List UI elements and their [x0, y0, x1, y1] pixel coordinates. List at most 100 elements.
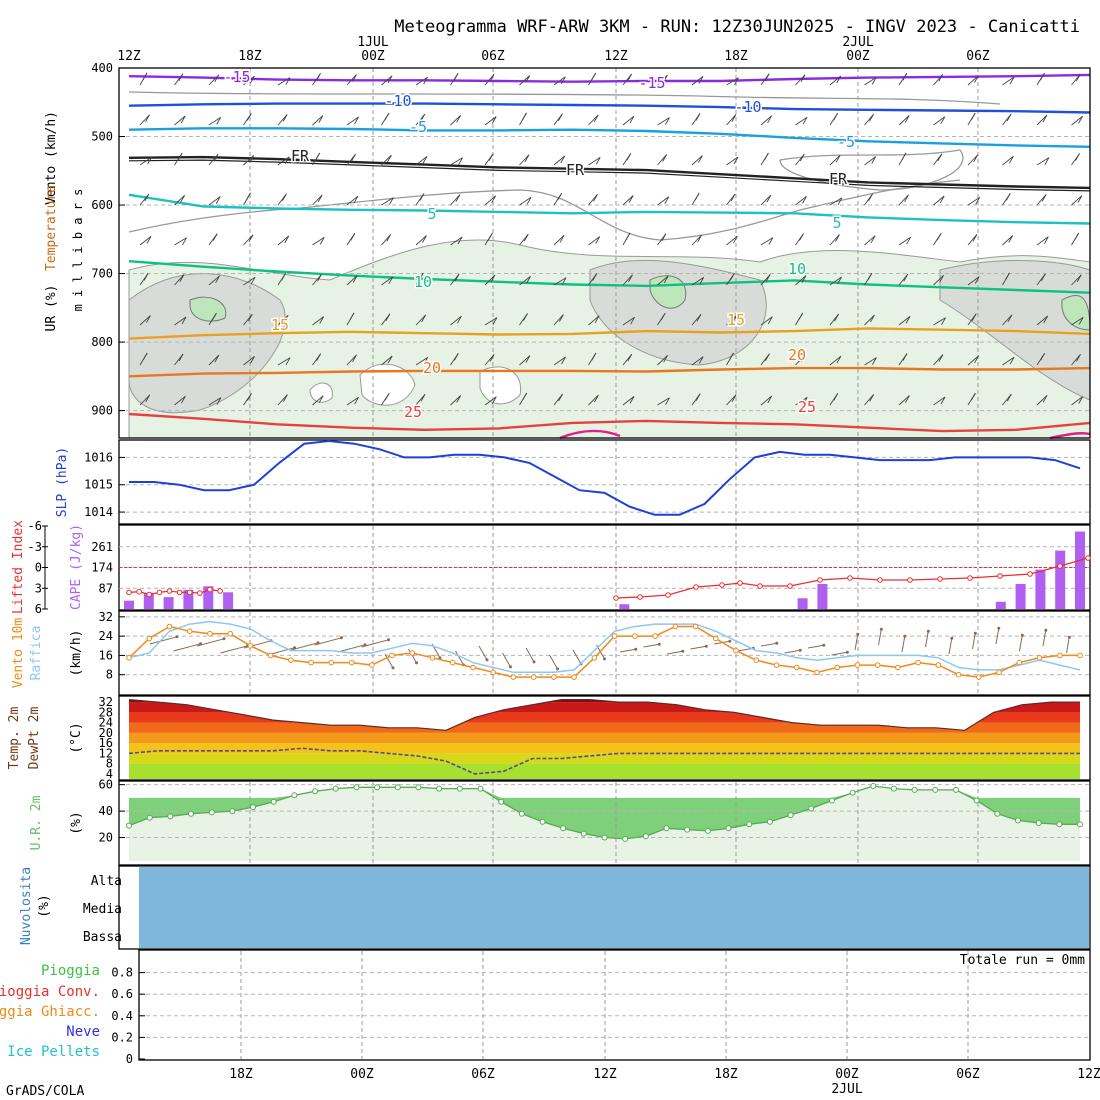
- wind10m-point: [692, 623, 699, 630]
- wind-barb-feather: [767, 115, 772, 124]
- isotherm-label: 15: [727, 311, 745, 329]
- wind-barb: [243, 276, 256, 286]
- lifted-index-point: [997, 573, 1003, 579]
- wind-barb-feather: [557, 193, 562, 201]
- rh2m-point: [932, 786, 939, 793]
- wind-barb-feather: [1078, 317, 1084, 325]
- isotherm-label: -10: [384, 92, 411, 110]
- wind-barb-feather: [457, 315, 462, 324]
- wind-arrow: [196, 638, 225, 647]
- wind-barb-feather: [663, 275, 669, 284]
- wind-barb-feather: [560, 76, 566, 85]
- rh2m-point: [704, 827, 711, 834]
- wind-barb-feather: [558, 393, 563, 402]
- wind-barb-feather: [1007, 314, 1013, 323]
- wind-barb-feather: [247, 393, 252, 401]
- wind-arrow-head: [634, 647, 638, 651]
- wind-barb-feather: [318, 395, 324, 404]
- wind-barb-feather: [319, 316, 325, 324]
- rh2m-point: [890, 785, 897, 792]
- wind-barb-feather: [143, 273, 149, 281]
- wind-barb-feather: [1075, 153, 1080, 161]
- upper-air-panel: 400 500 600 700 800 900 Vento (km/h) Temperat…: [44, 61, 1091, 440]
- lifted-index-point: [146, 591, 152, 598]
- wind-barb: [726, 114, 737, 126]
- wind-barb: [864, 314, 875, 326]
- cloud-cover-fill: [139, 867, 1089, 948]
- temperature-band: [129, 712, 1080, 723]
- wind10m-point: [935, 662, 942, 668]
- wind-barb: [484, 354, 495, 366]
- bottom-time-label: 18Z: [714, 1067, 738, 1082]
- wind10m-point: [146, 635, 152, 642]
- wind-barb: [346, 396, 359, 406]
- bottom-time-label: 12Z: [1077, 1067, 1100, 1082]
- wind-barb-feather: [663, 74, 668, 83]
- wind-barb: [139, 315, 151, 326]
- wind-barb-feather: [247, 313, 253, 322]
- wind-barb-feather: [731, 114, 737, 122]
- wind-barb-feather: [284, 156, 290, 165]
- y-tick-label: 0: [126, 1052, 133, 1066]
- wind-barb-feather: [799, 233, 804, 241]
- wind-barb-feather: [902, 353, 908, 361]
- temperature-band: [129, 702, 1080, 713]
- wind-barb-feather: [385, 313, 391, 322]
- wind-arrow: [807, 644, 824, 649]
- wind-barb: [139, 394, 151, 406]
- wind-barb-feather: [871, 77, 877, 85]
- precip-total-label: Totale run = 0mm: [960, 953, 1085, 968]
- wind-barb: [519, 196, 532, 206]
- wind-barb: [450, 157, 463, 166]
- wind-barb-feather: [284, 235, 290, 244]
- rh2m-point: [663, 825, 670, 832]
- wind-barb-feather: [353, 195, 359, 204]
- isotherm-label: 5: [427, 205, 436, 223]
- wind-barb-feather: [283, 315, 289, 323]
- isotherm-label: 10: [788, 260, 806, 278]
- rh2m-ylabel: U.R. 2m: [29, 795, 44, 850]
- wind-arrow: [948, 638, 953, 655]
- wind-barb-feather: [694, 192, 700, 201]
- rh-10-contour: [779, 149, 964, 191]
- wind-barb: [588, 157, 601, 166]
- isotherm-label: -15: [223, 68, 250, 86]
- cape-bar: [143, 592, 154, 609]
- wind-barb: [381, 234, 392, 246]
- wind10m-point: [652, 633, 658, 639]
- isotherm-label: FR: [291, 147, 310, 165]
- y-tick-label: 12: [99, 746, 113, 760]
- top-date-label: 1JUL: [357, 35, 388, 50]
- temperature-band: [129, 743, 1080, 754]
- wind-barb: [519, 276, 531, 286]
- wind-arrow: [220, 645, 248, 654]
- wind-barb-feather: [489, 354, 495, 362]
- wind-arrow: [314, 637, 342, 646]
- wind-barb-feather: [422, 235, 427, 243]
- wind-barb-feather: [867, 272, 873, 281]
- y-tick-label: 400: [91, 61, 113, 75]
- isotherm-label: 10: [414, 273, 432, 291]
- top-time-label: 12Z: [117, 49, 141, 64]
- wind-barb-feather: [767, 395, 773, 404]
- wind-arrow: [1042, 630, 1047, 647]
- wind-barb: [243, 75, 255, 86]
- wind10m-point: [834, 664, 841, 671]
- wind-barb-feather: [628, 195, 634, 203]
- wind-barb: [415, 235, 427, 246]
- wind-barb-feather: [974, 75, 979, 83]
- wind-barb: [795, 275, 807, 286]
- wind-barb: [381, 75, 393, 86]
- wind-barb: [829, 154, 841, 166]
- wind-barb-feather: [180, 115, 186, 124]
- wind-barb: [657, 275, 669, 286]
- wind-barb-feather: [699, 277, 705, 285]
- rh2m-point: [849, 789, 856, 796]
- rh2m-point: [415, 784, 422, 791]
- wind-barb: [312, 194, 323, 206]
- wind-barb-feather: [216, 397, 222, 405]
- wind-barb-feather: [833, 113, 838, 121]
- wind10m-point: [490, 669, 497, 676]
- wind-barb-feather: [938, 74, 944, 82]
- dry-area: [309, 382, 333, 403]
